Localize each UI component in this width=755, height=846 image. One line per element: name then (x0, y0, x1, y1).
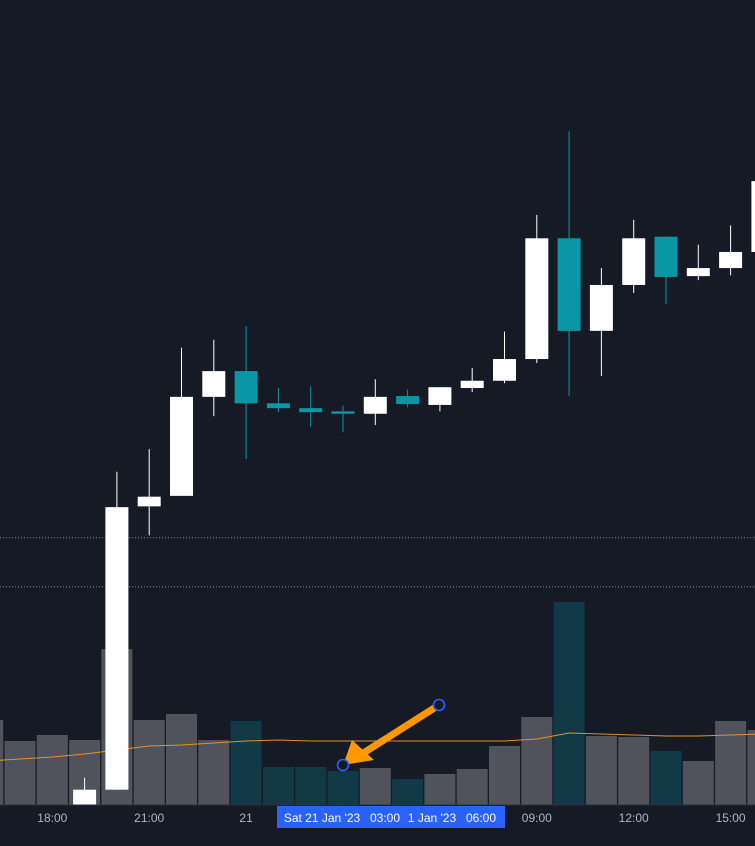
crosshair-range-box (277, 806, 505, 828)
drawing-layer (336, 698, 446, 772)
crosshair-label: Sat 21 Jan '23 (284, 811, 361, 825)
volume-bar (585, 736, 617, 805)
x-tick-label: 15:00 (716, 811, 746, 825)
candle-body (589, 284, 613, 331)
volume-bar (489, 746, 520, 805)
volume-bar (4, 741, 36, 805)
candle-body (396, 396, 420, 405)
crosshair-label: 03:00 (370, 811, 400, 825)
volume-bar (650, 751, 682, 805)
candle-body (331, 411, 355, 414)
volume-bar (392, 779, 424, 805)
candle-body (622, 238, 646, 285)
x-axis: 18:00 21:00 21 09:00 12:00 15:00 (37, 811, 746, 825)
volume-bar (618, 737, 650, 805)
volume-bar (295, 767, 327, 805)
volume-bar (456, 769, 488, 805)
volume-bar (327, 771, 359, 805)
arrow-shaft (361, 701, 443, 756)
x-tick-label: 21 (239, 811, 253, 825)
crosshair-label: 06:00 (466, 811, 496, 825)
candle-body (202, 371, 226, 397)
candle-body (686, 268, 710, 277)
volume-bar (0, 720, 4, 805)
x-tick-label: 09:00 (522, 811, 552, 825)
x-tick-label: 21:00 (134, 811, 164, 825)
candle-body (719, 251, 743, 269)
candle-body (73, 789, 97, 805)
volume-bar (747, 730, 755, 805)
candle-body (170, 396, 193, 496)
x-tick-label: 12:00 (619, 811, 649, 825)
volume-bar (424, 774, 456, 805)
volume-bar (166, 714, 197, 805)
candle-body (557, 238, 581, 331)
volume-bar (521, 717, 553, 805)
candle-body (137, 496, 161, 507)
candle-body (428, 387, 452, 405)
candle-body (525, 238, 549, 360)
plot-area (0, 131, 755, 805)
candle-body (234, 371, 258, 404)
candle-body (751, 181, 755, 252)
candle-body (105, 507, 129, 790)
candle-body (299, 408, 323, 413)
drawing-handle[interactable] (336, 758, 350, 772)
drawing-handle[interactable] (432, 698, 446, 712)
x-tick-label: 18:00 (37, 811, 67, 825)
volume-bar (36, 735, 68, 805)
crosshair-label: 1 Jan '23 (408, 811, 457, 825)
volume-bar (715, 721, 747, 805)
volume-bar (262, 767, 294, 805)
candle-body (363, 396, 387, 414)
volume-bar (230, 721, 262, 805)
candle-body (460, 380, 484, 389)
candle-body (266, 403, 290, 409)
volume-bar (359, 768, 391, 805)
candle-body (654, 236, 678, 277)
candle-body (493, 359, 516, 381)
volume-bar (553, 602, 585, 805)
volume-bar (198, 740, 230, 805)
arrow-head (343, 740, 374, 765)
volume-bar (682, 761, 714, 805)
volume-bar (133, 720, 165, 805)
